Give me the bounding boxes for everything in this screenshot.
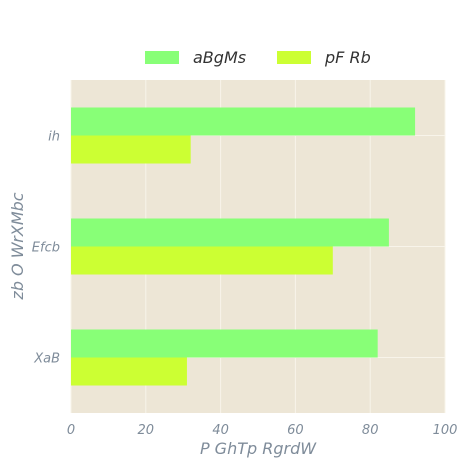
y-axis-title: zb O WrXMbc (8, 192, 27, 300)
bar (71, 329, 378, 358)
y-category-label: ih (48, 130, 60, 145)
legend-label: aBgMs (193, 48, 246, 67)
y-category-label: XaB (33, 352, 60, 367)
y-axis-categories: ih Efcb XaB (32, 130, 60, 367)
x-tick-label: 20 (138, 423, 155, 438)
legend-swatch (145, 51, 179, 64)
x-axis-title: P GhTp RgrdW (200, 439, 317, 458)
x-axis-ticks: 0 20 40 60 80 100 (67, 423, 458, 438)
legend-swatch (277, 51, 311, 64)
y-category-label: Efcb (32, 241, 60, 256)
bars (71, 107, 416, 386)
legend-label: pF Rb (324, 48, 371, 67)
bar (71, 135, 191, 164)
legend: aBgMs pF Rb (145, 48, 371, 67)
bar (71, 107, 416, 136)
bar (71, 246, 333, 275)
x-tick-label: 0 (67, 423, 75, 438)
x-tick-label: 80 (362, 423, 379, 438)
x-tick-label: 100 (433, 423, 458, 438)
x-tick-label: 60 (287, 423, 304, 438)
bar (71, 357, 187, 386)
bar (71, 218, 389, 247)
x-tick-label: 40 (212, 423, 229, 438)
